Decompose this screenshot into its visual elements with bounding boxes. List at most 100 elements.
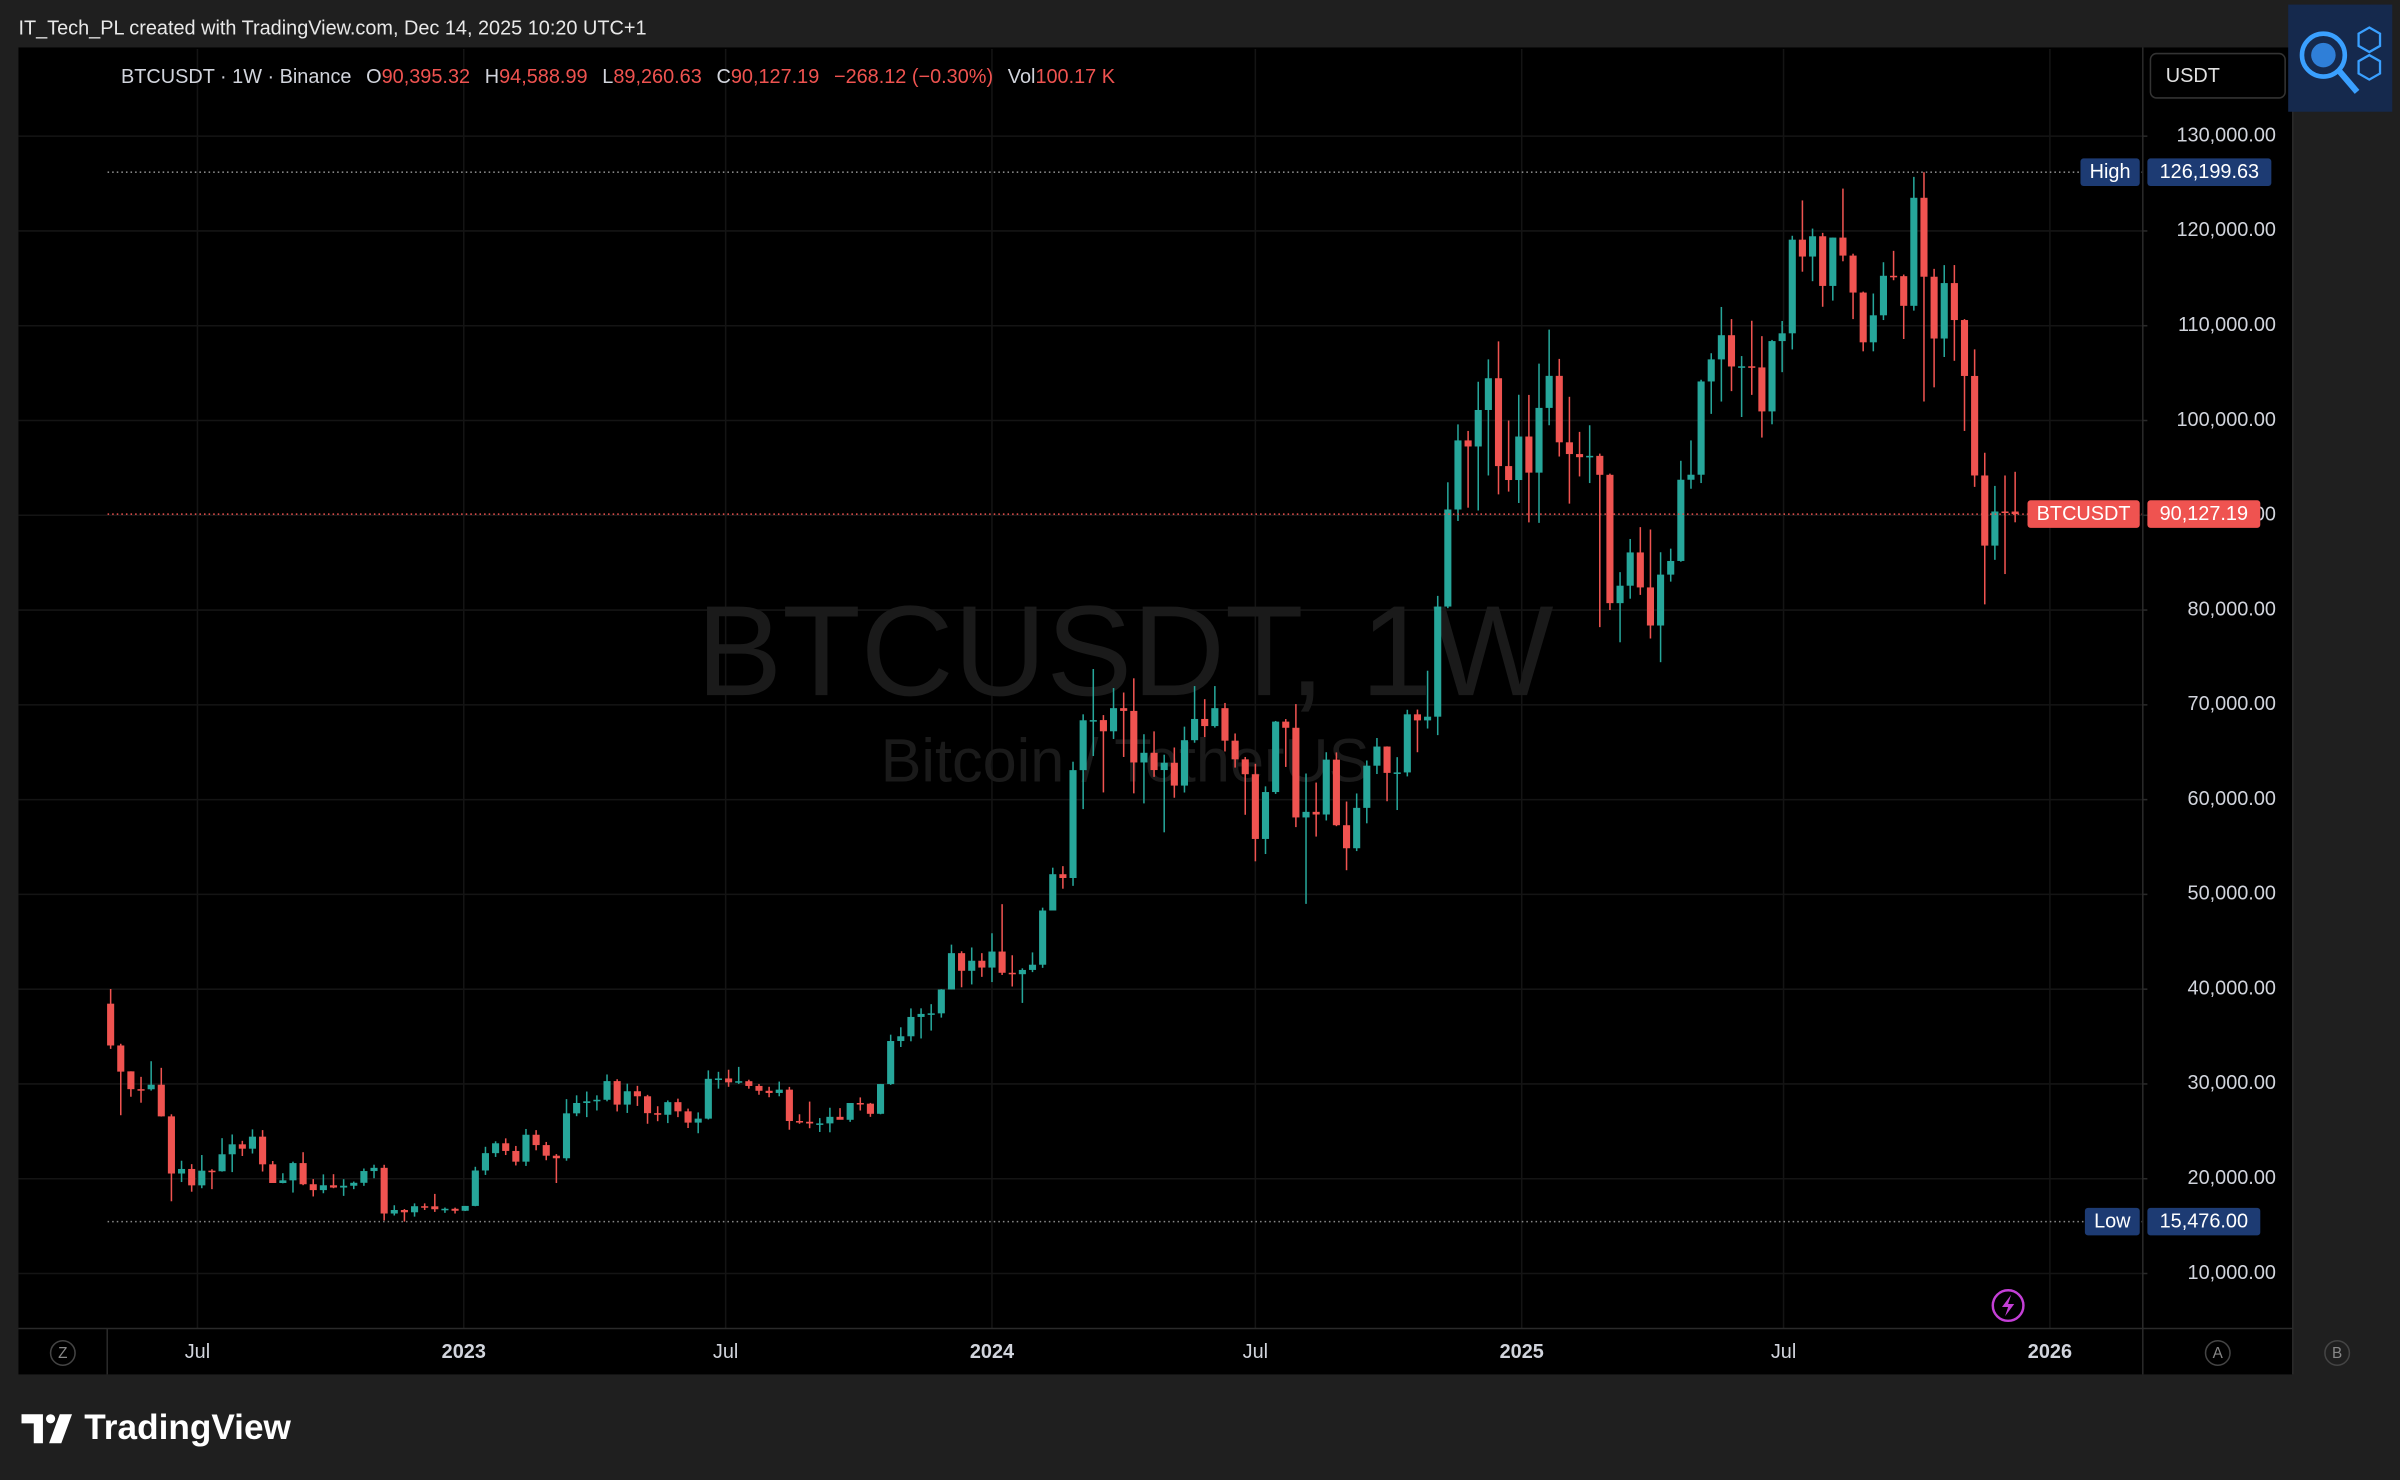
candle-body (2011, 511, 2019, 515)
candle-body (1494, 378, 1503, 467)
legend-label: Vol (1008, 66, 1036, 88)
candle-body (1008, 972, 1016, 975)
candle-body (1231, 740, 1239, 760)
y-tick-label: 50,000.00 (2188, 883, 2276, 905)
candle-body (542, 1145, 550, 1156)
candle-body (228, 1144, 236, 1155)
y-tick-label: 70,000.00 (2188, 693, 2276, 715)
button-label[interactable]: A (2213, 1345, 2224, 1362)
candle-body (907, 1016, 915, 1037)
marker-name-box (2027, 500, 2140, 528)
currency-button[interactable]: USDT (2149, 52, 2286, 99)
candle-body (1191, 718, 1199, 741)
icon-bolt (2001, 1294, 2015, 1317)
candle-body (1879, 275, 1887, 316)
candle-body (664, 1102, 672, 1115)
marker-name: BTCUSDT (2037, 503, 2131, 525)
candle-body (573, 1103, 581, 1114)
legend-label: H (485, 66, 499, 88)
candle-body (461, 1205, 469, 1211)
candle-body (248, 1136, 257, 1149)
candle-body (1971, 375, 1979, 476)
candle-body (1626, 552, 1634, 586)
candle-body (1950, 283, 1958, 321)
currency[interactable]: USDT (2166, 65, 2220, 87)
candle-body (1717, 335, 1725, 360)
legend-label: C (716, 66, 730, 88)
a-button[interactable]: A (2204, 1339, 2231, 1366)
x-tick-label: Jul (185, 1341, 210, 1363)
candle-body (1312, 811, 1320, 815)
y-tick-label: 40,000.00 (2188, 977, 2276, 999)
marker-value: 15,476.00 (2160, 1211, 2248, 1233)
candle-body (1930, 276, 1938, 339)
candle-body (1474, 409, 1482, 447)
candle-body (714, 1078, 723, 1080)
candle-body (471, 1170, 479, 1206)
candle-body (1434, 606, 1442, 717)
candle-body (897, 1036, 905, 1042)
candle-body (532, 1134, 540, 1146)
alert-icon[interactable] (1991, 1288, 2025, 1323)
candle-body (1130, 710, 1138, 763)
candle-body (1028, 964, 1037, 970)
marker-name-box (2084, 1207, 2140, 1236)
brand: TradingView (84, 1408, 291, 1447)
legend-value: 94,588.99 (499, 66, 587, 88)
candle-body (978, 960, 986, 968)
candle-body (329, 1185, 338, 1188)
candle-body (947, 953, 956, 990)
candle-body (1201, 718, 1209, 727)
candle-body (1302, 811, 1310, 818)
candle-body (157, 1084, 165, 1117)
watermark-subtitle: Bitcoin / TetherUS (881, 726, 1370, 794)
candle-body (1079, 720, 1087, 771)
b-button[interactable]: B (2324, 1339, 2351, 1366)
candle-body (1322, 759, 1330, 815)
y-tick-label: 10,000.00 (2188, 1262, 2276, 1284)
candle-body (127, 1071, 135, 1090)
logo-mark (45, 1414, 56, 1424)
candle-body (1859, 292, 1867, 343)
candle-body (775, 1089, 783, 1093)
candle-body (1920, 197, 1928, 277)
z-button[interactable]: Z (49, 1339, 76, 1366)
icon-ring (1991, 1288, 2025, 1323)
candle-body (1768, 341, 1776, 412)
legend-value: 89,260.63 (613, 66, 701, 88)
marker-value-box (2147, 500, 2261, 528)
logo-badge (2288, 4, 2393, 112)
candle-body (836, 1116, 844, 1120)
candle-body (1059, 874, 1067, 878)
badge-icon (2357, 53, 2382, 81)
candle-body (1596, 455, 1604, 475)
candle-body (613, 1081, 621, 1105)
x-tick-label: Jul (1243, 1341, 1268, 1363)
candle-body (1332, 759, 1340, 826)
candle-body (1738, 366, 1746, 368)
candle-body (147, 1084, 155, 1090)
candle-body (1120, 708, 1128, 711)
candle-body (512, 1150, 520, 1162)
button-label[interactable]: B (2332, 1345, 2342, 1362)
candle-body (846, 1103, 854, 1120)
candle-body (998, 951, 1006, 973)
candle-body (390, 1210, 398, 1214)
candle-body (1413, 714, 1422, 721)
candle-body (684, 1111, 692, 1123)
candle-body (1677, 479, 1685, 561)
candle-body (1819, 236, 1827, 286)
candle-body (1667, 560, 1675, 575)
candle-body (694, 1118, 702, 1123)
brand-logo: TradingView (21, 1408, 292, 1447)
candle-body (289, 1163, 297, 1181)
y-tick-label: 120,000.00 (2176, 219, 2275, 241)
candle-body (1282, 721, 1290, 728)
candle-body (1261, 792, 1270, 839)
candle-body (1424, 716, 1432, 721)
candle-body (1829, 237, 1837, 286)
button-label[interactable]: Z (58, 1345, 67, 1362)
candle-body (1849, 255, 1857, 293)
candle-body (370, 1167, 378, 1172)
